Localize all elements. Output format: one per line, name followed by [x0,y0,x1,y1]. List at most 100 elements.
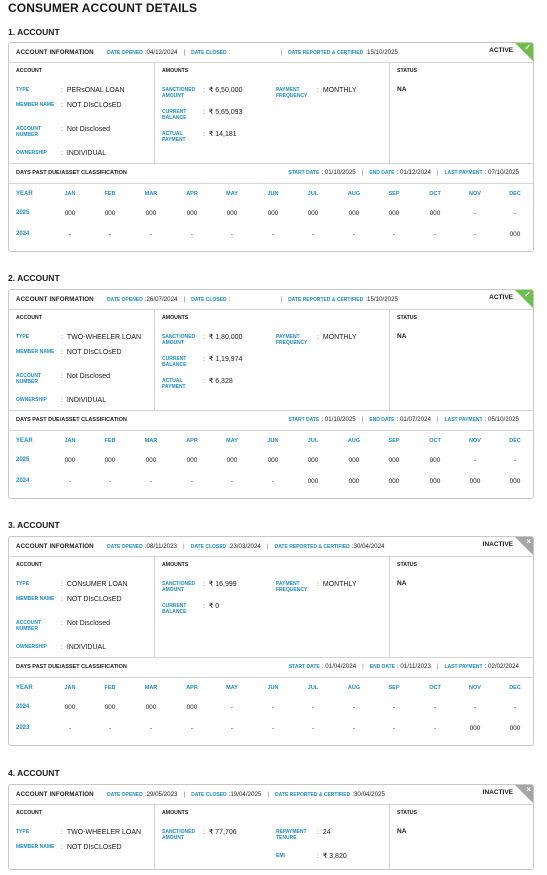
sanctioned-amount-label: SANCTIONED AMOUNT [162,581,196,593]
account-info-bar: ACCOUNT INFORMATION DATE OPENED: 04/12/20… [9,43,533,63]
month-header: JUL [307,191,319,197]
dpd-cell: - [190,725,194,732]
account-info-label: ACCOUNT INFORMATION [16,49,94,56]
date-opened-value: 04/12/2024 [146,49,178,56]
account-card: ACCOUNT INFORMATION DATE OPENED: 08/11/20… [8,536,534,746]
date-reported-label: DATE REPORTED & CERTIFIED [274,543,350,550]
dpd-cell: 000 [307,457,319,464]
year-header: YEAR [16,438,33,444]
dpd-cell: 000 [348,478,360,485]
month-header: FEB [104,438,116,444]
date-reported-value: 15/10/2025 [367,49,398,56]
member-name: MEMBER NAME: NOT DIsCLOsED [16,349,122,357]
colon: : [228,543,230,550]
dpd-cell: - [271,231,275,238]
date-opened-label: DATE OPENED [107,791,143,798]
status-column-heading: STATUS [397,810,417,816]
type-value: TWO-WHEELER LOAN [66,829,142,836]
dpd-label: DAYS PAST DUE/ASSET CLASSIFICATION [16,170,127,176]
colon: : [144,791,147,798]
sanctioned-amount-label: SANCTIONED AMOUNT [162,87,196,99]
dpd-cell: - [433,704,437,711]
date-closed-value: 19/04/2025 [230,791,262,798]
account-number-value: Not Disclosed [66,373,110,380]
sanctioned-amount-label: SANCTIONED AMOUNT [162,829,196,841]
dpd-cell: 000 [226,210,238,217]
colon: : [61,87,63,94]
date-reported-label: DATE REPORTED & CERTIFIED [288,296,364,303]
date-opened-label: DATE OPENED [107,296,143,303]
dpd-cell: - [230,478,234,485]
end-date-value: : 01/11/2023 [396,663,431,670]
status-badge: INACTIVE [482,789,513,796]
status-value: NA [397,580,407,587]
account-number: ACCOUNT NUMBER: Not Disclosed [16,620,110,632]
month-header: NOV [469,438,481,444]
dpd-cell: - [108,231,112,238]
colon: : [203,131,205,138]
date-opened-value: 29/05/2023 [146,791,178,798]
dpd-cell: 000 [267,210,279,217]
member-name-value: NOT DIsCLOsED [66,102,122,109]
date-closed-value: 23/03/2024 [229,543,261,550]
date-opened-value: 26/07/2024 [146,296,178,303]
dpd-dates: START DATE: 01/10/2025 | END DATE: 01/07/2… [288,416,519,423]
date-opened-value: 08/11/2023 [146,543,177,550]
dpd-cell: 000 [186,457,198,464]
year-cell: 2025 [16,457,30,463]
status-column: STATUS NA [390,805,533,869]
colon: : [203,829,205,836]
date-closed-label: DATE CLOSED [190,543,227,550]
start-date-value: : 01/04/2024 [321,663,357,670]
amounts-column: AMOUNTS SANCTIONED AMOUNT: ₹ 6,50,000 CURRE… [155,63,390,163]
month-header: DEC [509,685,521,691]
colon: : [365,49,367,56]
colon: : [144,49,147,56]
account-card: ACCOUNT INFORMATION DATE OPENED: 26/07/20… [8,289,534,499]
colon: : [317,829,319,836]
dpd-cell: - [68,725,72,732]
dpd-cell: 000 [186,704,198,711]
member-name-label: MEMBER NAME [16,596,55,602]
month-header: OCT [429,685,441,691]
last-payment-label: LAST PAYMENT [444,416,483,423]
dpd-cell: 000 [388,457,400,464]
month-header: FEB [104,191,116,197]
member-name: MEMBER NAME: NOT DIsCLOsED [16,844,122,852]
colon: : [61,349,63,356]
dpd-cell: - [108,478,112,485]
month-header: JAN [64,438,76,444]
month-header: MAR [144,685,158,691]
amounts-column-heading: AMOUNTS [162,810,189,816]
amounts-column: AMOUNTS SANCTIONED AMOUNT: ₹ 16,999 CURRENT… [155,557,390,657]
account-column-heading: ACCOUNT [16,562,42,568]
account-number-label: ACCOUNT NUMBER [16,126,41,138]
month-header: NOV [469,685,481,691]
ownership: OWNERSHIP: INDIVIDUAL [16,397,106,405]
status-corner [515,43,533,61]
type-value: CONsUMER LOAN [66,581,128,588]
date-closed-label: DATE CLOSED [191,296,227,303]
ownership-value: INDIVIDUAL [66,644,107,651]
amounts-column-heading: AMOUNTS [162,562,189,568]
payment-frequency: PAYMENT FREQUENCY: MONTHLY [276,581,357,593]
date-opened-label: DATE OPENED [107,543,143,550]
dpd-cell: - [230,231,234,238]
account-details: ACCOUNT TYPE: TWO-WHEELER LOAN MEMBER NAME:… [9,310,533,411]
colon: : [365,296,367,303]
month-header: APR [186,438,198,444]
payment-frequency-value: MONTHLY [322,581,357,588]
colon: : [203,356,205,363]
actual-payment-label: ACTUAL PAYMENT [162,131,186,143]
amounts-column: AMOUNTS SANCTIONED AMOUNT: ₹ 77,706 REPAYME… [155,805,390,869]
colon: : [61,620,63,627]
dpd-cell: - [271,704,275,711]
ownership: OWNERSHIP: INDIVIDUAL [16,644,106,652]
colon: : [228,296,231,303]
dpd-cell: - [149,231,153,238]
end-date-label: END DATE [369,416,395,423]
check-icon: ✓ [524,290,531,299]
close-icon: × [526,785,531,794]
month-header: APR [186,685,198,691]
account-column: ACCOUNT TYPE: PERsONAL LOAN MEMBER NAME: NOT… [9,63,155,163]
